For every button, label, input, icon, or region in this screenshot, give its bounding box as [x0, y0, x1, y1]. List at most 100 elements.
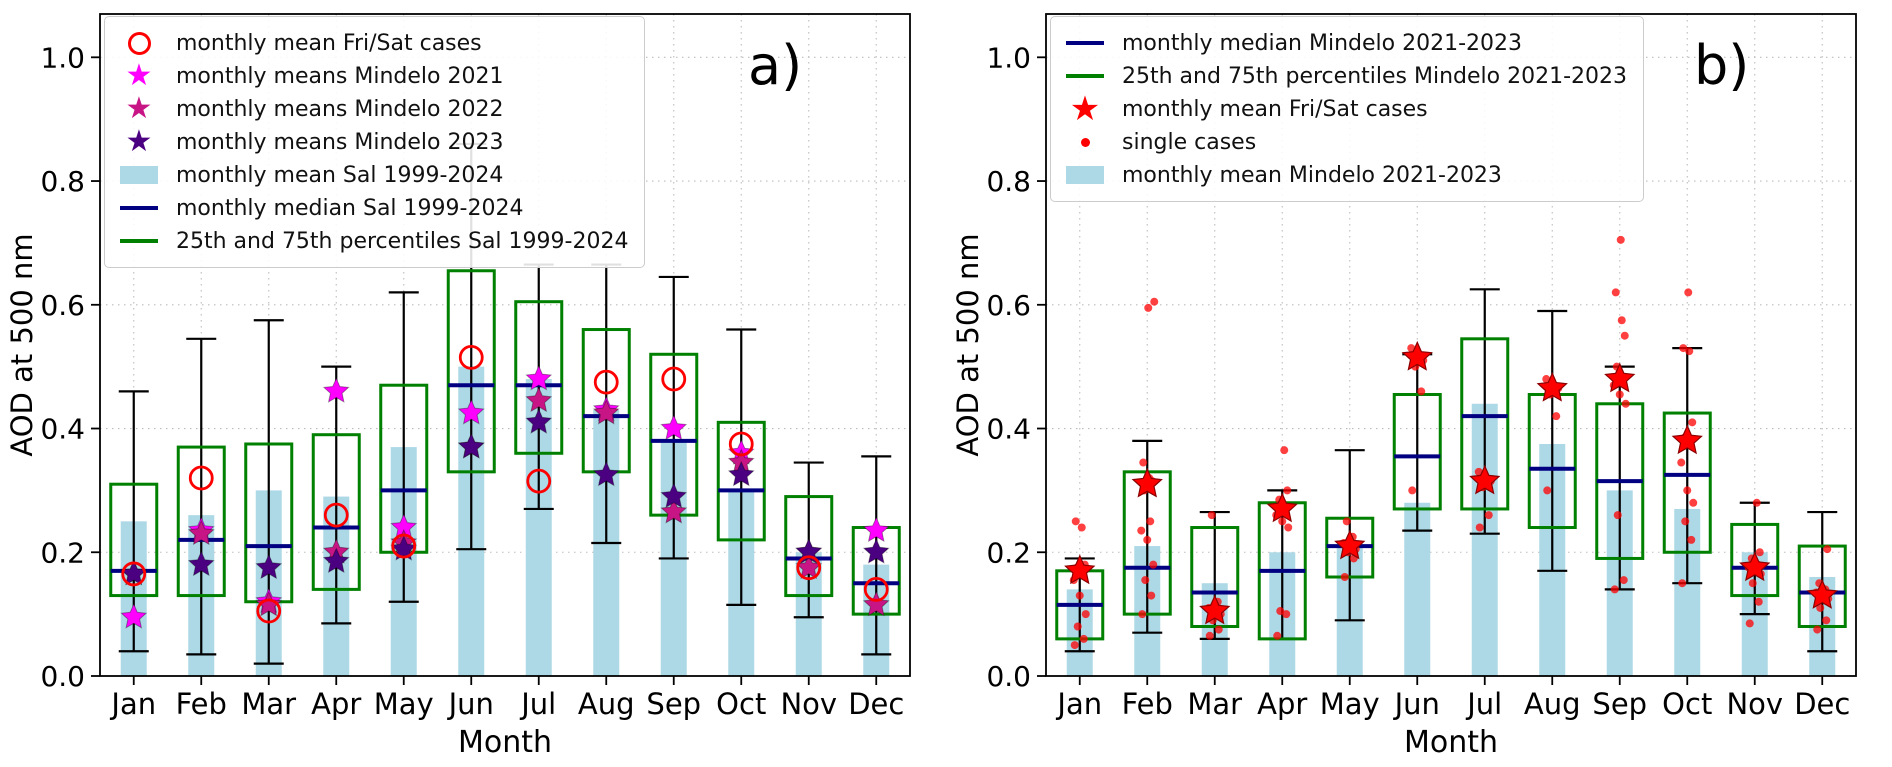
svg-text:Jan: Jan — [1055, 687, 1102, 721]
whiskers — [1064, 288, 1838, 653]
y-axis-title: AOD at 500 nm — [5, 233, 39, 456]
x-axis-title: Month — [458, 725, 552, 760]
svg-text:Dec: Dec — [1794, 687, 1850, 721]
legend-label: single cases — [1122, 129, 1257, 155]
legend-entry: monthly median Sal 1999-2024 — [115, 193, 628, 223]
panel-a-label: a) — [748, 34, 803, 97]
filled-star-icon: ★ — [1069, 89, 1101, 129]
panel-b: 0.0 0.2 0.4 0.6 0.8 1.0 AOD at 500 nm Jan Feb Mar… — [946, 0, 1892, 767]
chart-b-canvas: 0.0 0.2 0.4 0.6 0.8 1.0 AOD at 500 nm Jan Feb Mar… — [951, 13, 1857, 760]
svg-text:0.8: 0.8 — [986, 165, 1031, 198]
svg-text:0.6: 0.6 — [986, 289, 1031, 322]
single-cases-dots — [1069, 235, 1833, 650]
legend-label: monthly mean Sal 1999-2024 — [176, 162, 504, 188]
svg-text:0.4: 0.4 — [986, 413, 1031, 446]
legend-a: monthly mean Fri/Sat cases ★ monthly means… — [104, 16, 646, 268]
legend-label: monthly mean Mindelo 2021-2023 — [1122, 162, 1502, 188]
svg-text:0.6: 0.6 — [40, 289, 85, 322]
dot-icon — [1061, 127, 1109, 157]
line-icon — [115, 226, 163, 256]
line-icon — [1061, 61, 1109, 91]
svg-text:Sep: Sep — [646, 687, 701, 721]
line-icon — [1061, 28, 1109, 58]
svg-text:Mar: Mar — [1187, 687, 1242, 721]
legend-label: monthly means Mindelo 2023 — [176, 129, 504, 155]
svg-text:Sep: Sep — [1592, 687, 1647, 721]
marker-series — [120, 344, 890, 629]
axes-frame — [99, 13, 911, 677]
legend-label: monthly means Mindelo 2021 — [176, 63, 504, 89]
svg-text:Apr: Apr — [311, 687, 361, 721]
legend-entry: monthly mean Sal 1999-2024 — [115, 160, 628, 190]
legend-label: 25th and 75th percentiles Sal 1999-2024 — [176, 228, 629, 254]
legend-entry: monthly median Mindelo 2021-2023 — [1061, 28, 1627, 58]
median-lines — [1056, 414, 1846, 607]
svg-text:Jul: Jul — [1465, 687, 1502, 721]
median-lines — [110, 383, 900, 586]
legend-entry: ★ monthly means Mindelo 2023 — [115, 127, 628, 157]
y-axis: 0.0 0.2 0.4 0.6 0.8 1.0 AOD at 500 nm — [5, 41, 100, 693]
svg-text:Jun: Jun — [1393, 687, 1440, 721]
legend-entry: ★ monthly mean Fri/Sat cases — [1061, 89, 1627, 129]
panel-b-label: b) — [1694, 34, 1750, 97]
axes-frame — [1045, 13, 1857, 677]
legend-entry: monthly mean Mindelo 2021-2023 — [1061, 160, 1627, 190]
svg-text:1.0: 1.0 — [986, 41, 1031, 74]
svg-text:Feb: Feb — [1122, 687, 1173, 721]
svg-text:0.2: 0.2 — [986, 536, 1031, 569]
svg-text:Mar: Mar — [241, 687, 296, 721]
svg-text:1.0: 1.0 — [40, 41, 85, 74]
legend-entry: ★ monthly means Mindelo 2021 — [115, 61, 628, 91]
svg-text:May: May — [374, 687, 434, 721]
percentile-boxes — [1055, 337, 1847, 641]
x-axis: Jan Feb Mar Apr May Jun Jul Aug Sep Oct Nov Dec Mont… — [109, 676, 904, 760]
star-icon: ★ — [125, 58, 153, 93]
svg-text:0.4: 0.4 — [40, 413, 85, 446]
legend-b: monthly median Mindelo 2021-2023 25th and… — [1050, 16, 1644, 202]
x-axis-title: Month — [1404, 725, 1498, 760]
svg-text:Feb: Feb — [176, 687, 227, 721]
svg-text:0.0: 0.0 — [986, 660, 1031, 693]
legend-label: monthly means Mindelo 2022 — [176, 96, 504, 122]
svg-text:Jan: Jan — [109, 687, 156, 721]
svg-text:Aug: Aug — [1524, 687, 1581, 721]
mean-bars — [1066, 403, 1836, 676]
star-icon: ★ — [125, 91, 153, 126]
svg-text:Apr: Apr — [1257, 687, 1307, 721]
legend-entry: 25th and 75th percentiles Sal 1999-2024 — [115, 226, 628, 256]
mean-bars — [120, 366, 890, 676]
line-icon — [115, 193, 163, 223]
legend-entry: monthly mean Fri/Sat cases — [115, 28, 628, 58]
legend-label: monthly median Mindelo 2021-2023 — [1122, 30, 1523, 56]
svg-text:Nov: Nov — [1726, 687, 1783, 721]
panel-a: 0.0 0.2 0.4 0.6 0.8 1.0 AOD at 500 nm Jan Feb Mar… — [5, 13, 911, 760]
star-icon: ★ — [125, 124, 153, 159]
y-axis-title: AOD at 500 nm — [951, 233, 985, 456]
svg-text:0.2: 0.2 — [40, 536, 85, 569]
legend-entry: single cases — [1061, 127, 1627, 157]
svg-text:Oct: Oct — [716, 687, 766, 721]
svg-text:Jun: Jun — [447, 687, 494, 721]
marker-series — [1064, 340, 1838, 625]
bar-icon — [1061, 160, 1109, 190]
chart-a-canvas: 0.0 0.2 0.4 0.6 0.8 1.0 AOD at 500 nm Jan Feb Mar… — [5, 13, 911, 760]
svg-text:Jul: Jul — [519, 687, 556, 721]
svg-text:Dec: Dec — [848, 687, 904, 721]
open-circle-icon — [115, 28, 163, 58]
percentile-boxes — [109, 269, 901, 616]
bar-icon — [115, 160, 163, 190]
y-axis: 0.0 0.2 0.4 0.6 0.8 1.0 AOD at 500 nm — [951, 41, 1046, 693]
legend-label: monthly mean Fri/Sat cases — [1122, 96, 1428, 122]
svg-text:Oct: Oct — [1662, 687, 1712, 721]
legend-label: 25th and 75th percentiles Mindelo 2021-2… — [1122, 63, 1627, 89]
legend-entry: ★ monthly means Mindelo 2022 — [115, 94, 628, 124]
svg-text:0.8: 0.8 — [40, 165, 85, 198]
svg-text:0.0: 0.0 — [40, 660, 85, 693]
svg-text:Aug: Aug — [578, 687, 635, 721]
legend-label: monthly median Sal 1999-2024 — [176, 195, 524, 221]
svg-text:Nov: Nov — [780, 687, 837, 721]
legend-label: monthly mean Fri/Sat cases — [176, 30, 482, 56]
x-axis: Jan Feb Mar Apr May Jun Jul Aug Sep Oct Nov Dec Mont… — [1055, 676, 1850, 760]
svg-text:May: May — [1320, 687, 1380, 721]
